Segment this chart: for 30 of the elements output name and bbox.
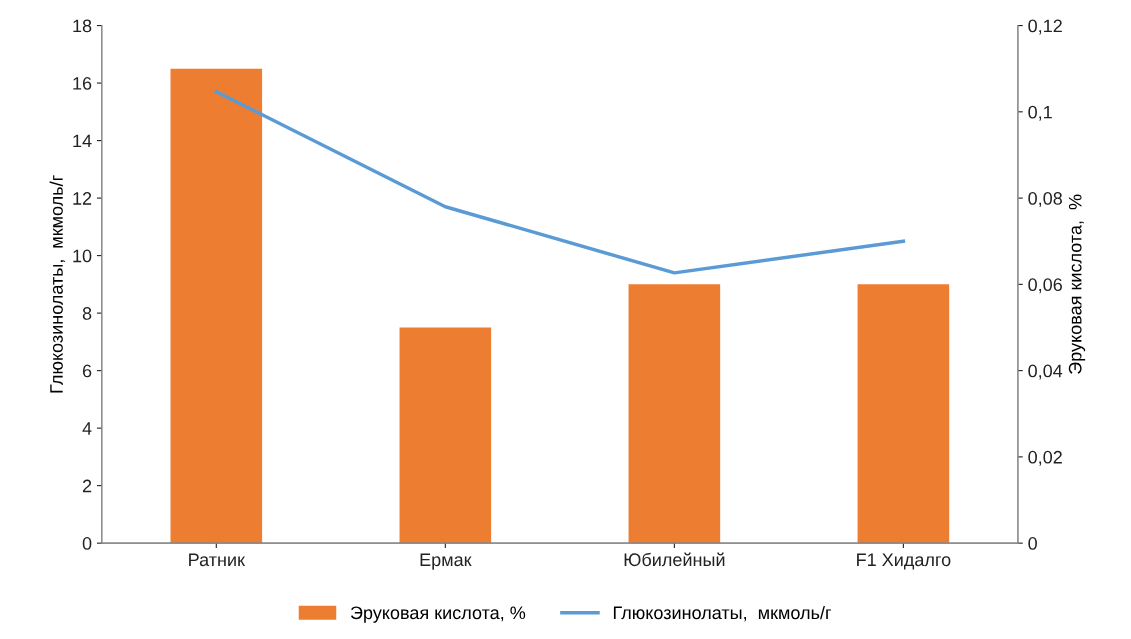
legend-label: Глюкозинолаты, мкмоль/г	[613, 605, 832, 622]
y-tick-label: 8	[82, 307, 92, 320]
bar	[857, 284, 950, 544]
x-tick-label: Ратник	[189, 553, 246, 567]
y-tick-label: 6	[82, 364, 92, 378]
y2-axis-title: Эруковая кислота, %	[1068, 194, 1086, 374]
x-tick-label: Ермак	[420, 553, 472, 570]
y-tick-label: 12	[73, 192, 92, 205]
y2-tick-label: 0,12	[1028, 19, 1062, 35]
y-axis-title: Глюкозинолаты, мкмоль/г	[49, 175, 65, 393]
bar	[170, 68, 263, 544]
x-tick-label: F1 Хидалго	[857, 553, 951, 570]
x-tick-label: Юбилейный	[624, 552, 725, 567]
y2-tick-label: 0,08	[1028, 192, 1062, 207]
legend-label: Эруковая кислота, %	[350, 606, 526, 623]
y2-tick-label: 0,04	[1028, 364, 1063, 380]
line-series	[214, 89, 906, 275]
y-tick-label: 0	[82, 537, 92, 550]
bar	[399, 327, 492, 544]
y2-tick-label: 0,06	[1028, 278, 1062, 294]
y-tick-label: 14	[73, 134, 92, 148]
y2-tick-label: 0,1	[1028, 105, 1052, 121]
y2-tick-label: 0,02	[1028, 450, 1062, 466]
y2-tick-label: 0	[1028, 537, 1037, 550]
bar	[628, 284, 721, 544]
y-tick-label: 18	[73, 19, 92, 33]
y-tick-label: 10	[73, 249, 92, 263]
y-tick-label: 16	[73, 77, 92, 90]
y-tick-label: 2	[82, 479, 92, 493]
y-tick-label: 4	[82, 422, 92, 435]
